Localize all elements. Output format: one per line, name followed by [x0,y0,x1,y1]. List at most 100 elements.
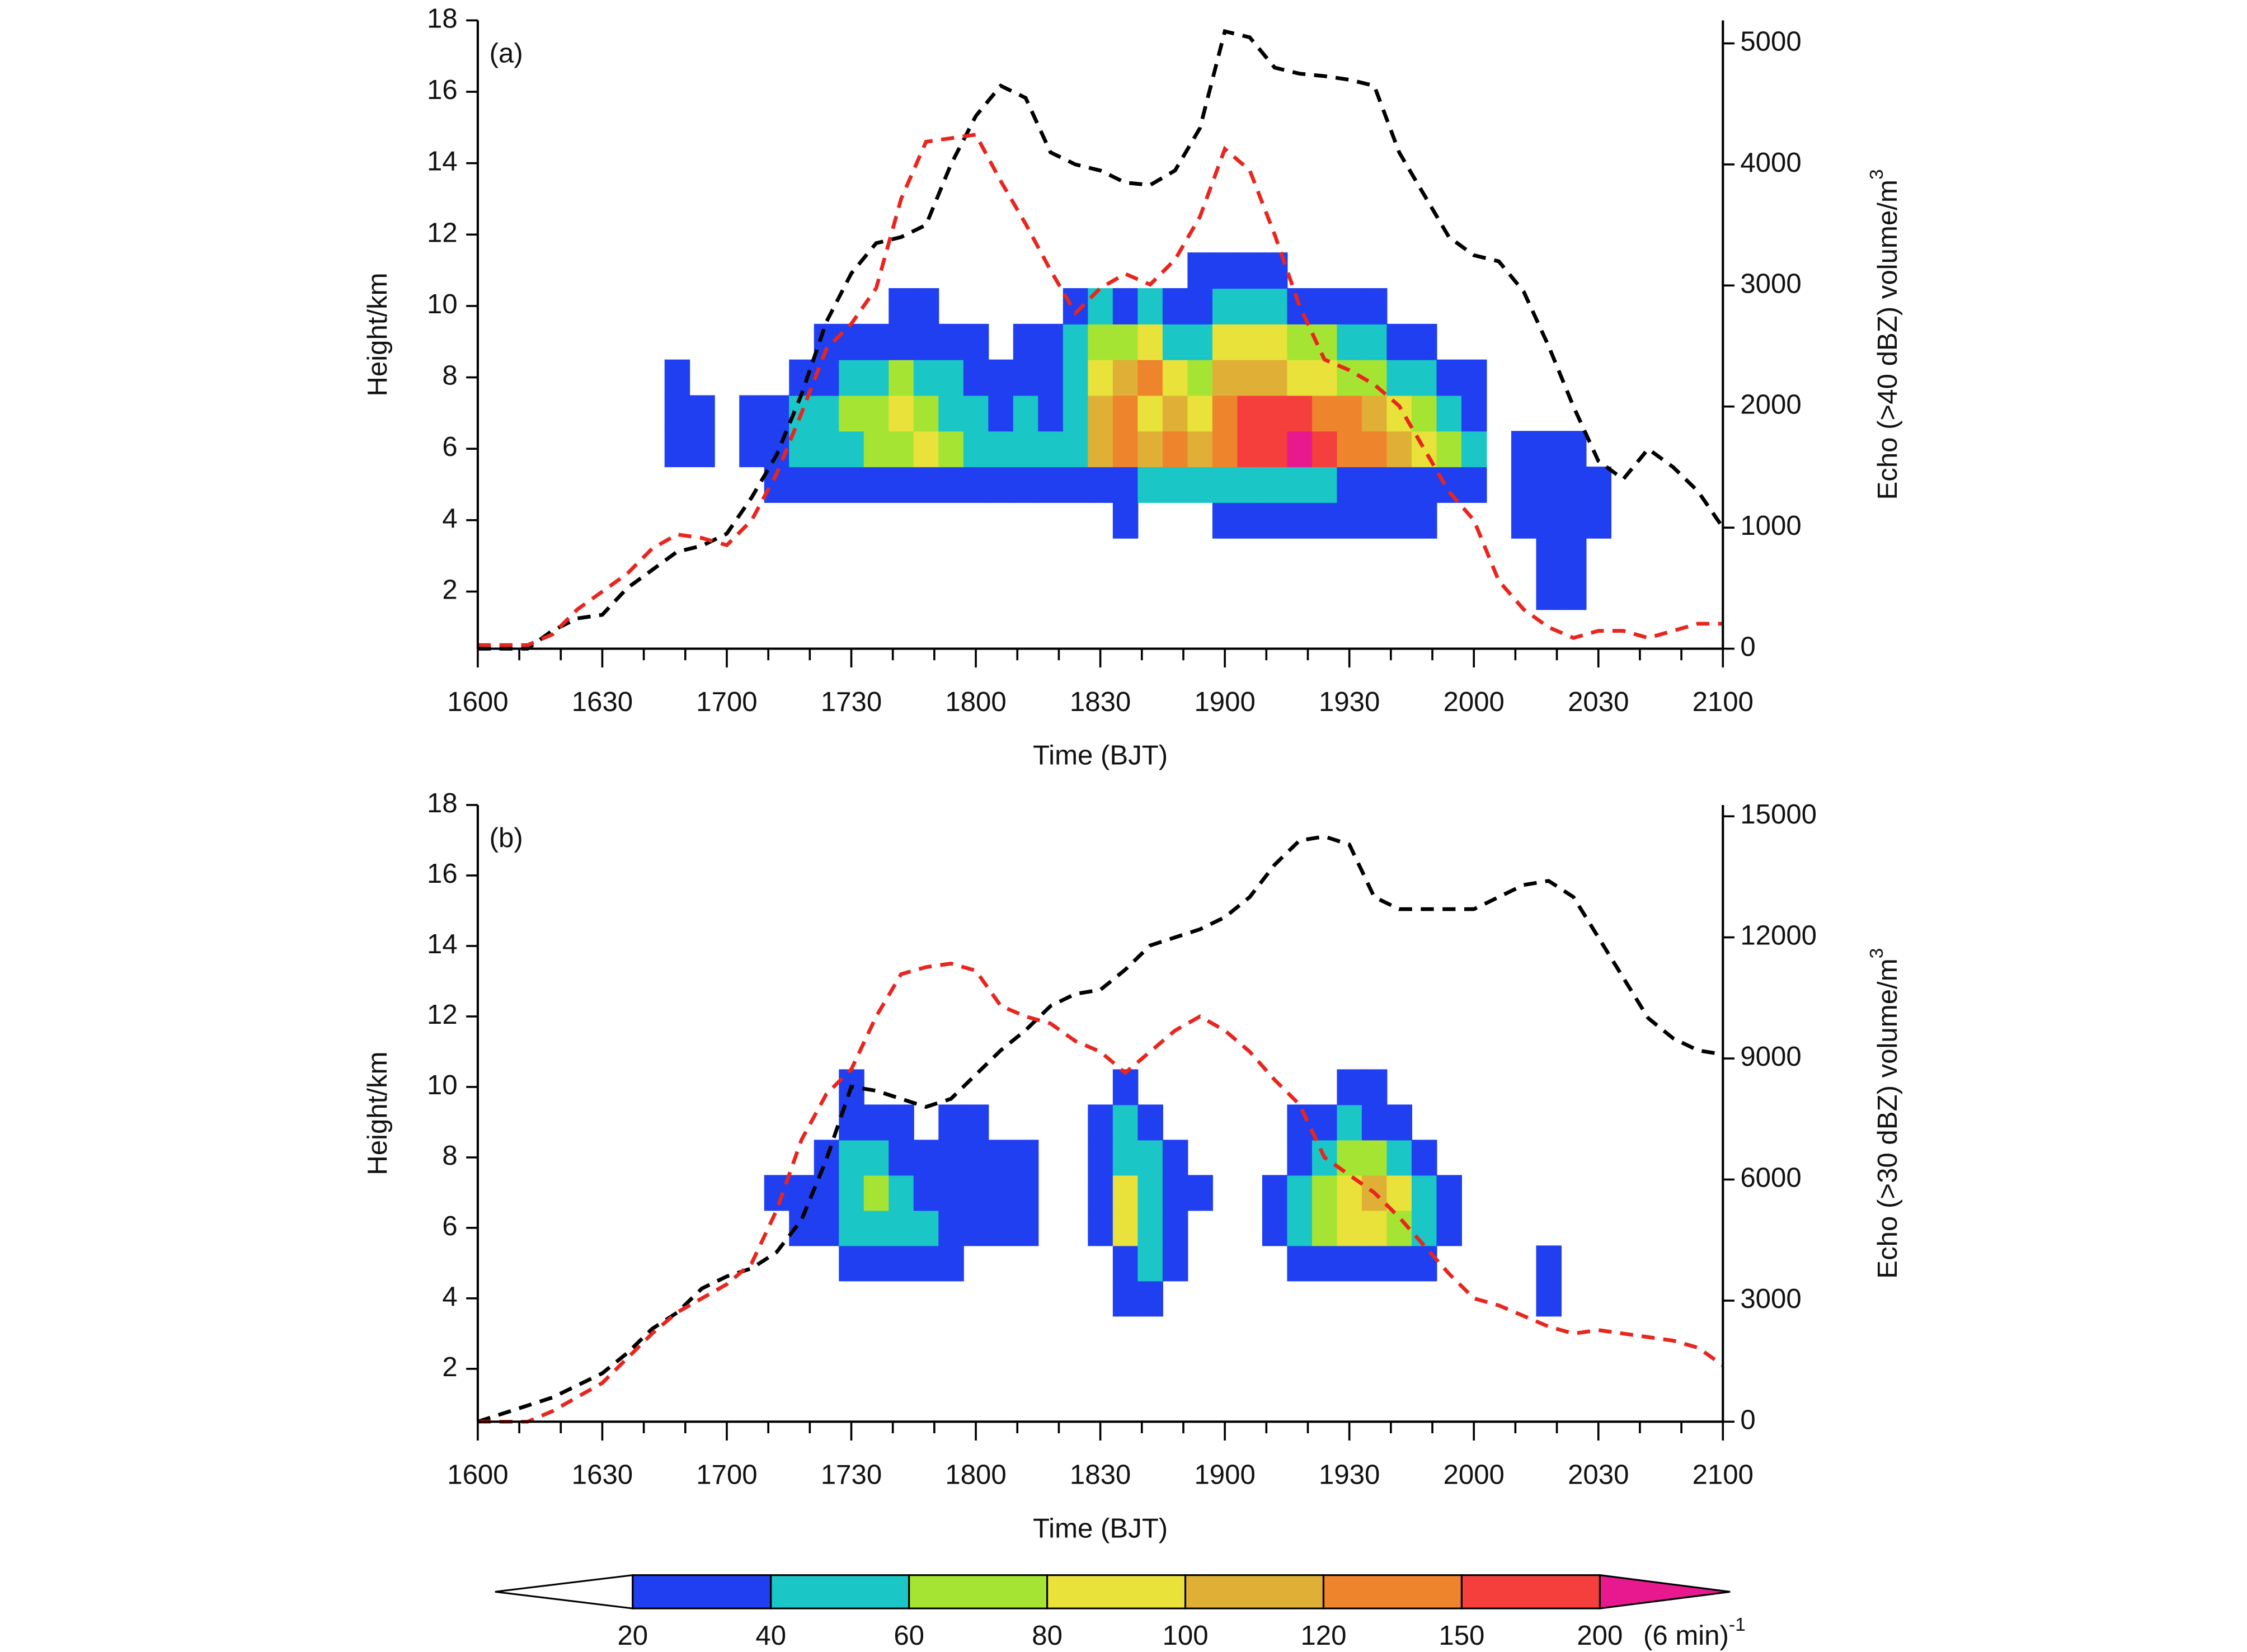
contour-cell [1262,395,1288,432]
contour-cell [1212,1104,1238,1140]
contour-cell [490,252,516,289]
contour-cell [515,574,541,610]
contour-cell [1212,323,1238,360]
colorbar-lower-triangle [495,1574,634,1609]
contour-cell [615,324,641,360]
contour-cell [863,1140,890,1176]
contour-cell [1262,1140,1288,1175]
contour-cell [1661,467,1686,503]
y2-axis-label: Echo (>30 dBZ) volume/m3 [1867,948,1903,1279]
contour-cell [1361,1210,1388,1246]
contour-cell [590,252,615,289]
y-tick-label: 6 [442,1211,457,1241]
contour-cell [1237,1245,1263,1281]
contour-cell [764,1281,790,1316]
contour-cell [913,323,939,360]
contour-cell [1536,324,1562,360]
contour-cell [988,467,1014,503]
contour-cell [665,1245,690,1281]
contour-cell [1212,359,1238,396]
contour-cell [1486,252,1512,289]
contour-cell [1611,395,1637,431]
contour-cell [1686,574,1712,610]
contour-cell [1611,1245,1637,1281]
contour-cell [1063,1140,1089,1175]
contour-cell [1063,502,1089,539]
contour-cell [1661,1140,1686,1175]
contour-cell [1262,1175,1288,1211]
y-axis-label: Height/km [362,272,393,396]
contour-cell [1486,1104,1512,1140]
contour-cell [1536,538,1562,575]
contour-cell [1486,1069,1512,1105]
x-tick-label: 2030 [1568,1460,1629,1490]
contour-cell [1112,1140,1139,1176]
contour-cell [714,252,740,289]
contour-cell [1212,1140,1238,1175]
contour-cell [1686,1210,1712,1246]
contour-cell [615,252,641,289]
contour-cell [1287,431,1313,468]
contour-cell [1536,467,1562,503]
contour-cell [988,502,1014,539]
contour-cell [1486,431,1512,467]
y-tick-label: 18 [427,788,458,818]
contour-cell [1262,538,1288,575]
contour-cell [1212,1245,1238,1281]
contour-cell [1412,1069,1437,1105]
contour-cell [938,1104,964,1141]
contour-cell [1212,1175,1238,1211]
contour-cell [640,467,665,503]
contour-cell [1560,431,1587,468]
contour-cell [640,1210,665,1246]
contour-cell [590,288,615,324]
contour-cell [963,1069,989,1105]
contour-cell [1262,1245,1288,1281]
contour-cell [1038,1210,1064,1246]
contour-cell [1561,1210,1587,1246]
contour-cell [1561,288,1587,324]
contour-cell [1362,1281,1388,1316]
contour-cell [1661,1210,1686,1246]
contour-cell [1636,288,1662,324]
contour-cell [714,395,740,431]
contour-cell [689,574,715,610]
contour-cell [1088,538,1113,575]
contour-cell [1088,1175,1113,1211]
contour-cell [963,395,989,432]
y2-axis-label-text: Echo (>30 dBZ) volume/m [1872,958,1903,1278]
contour-cell [1137,323,1163,360]
contour-cell [1536,395,1562,431]
y-tick-label: 10 [427,1070,458,1100]
contour-cell [665,502,690,539]
contour-cell [665,1104,690,1140]
contour-cell [1561,360,1587,396]
contour-cell [839,1210,864,1246]
colorbar-label: 200 [1577,1620,1623,1651]
contour-cell [814,538,840,575]
contour-cell [1686,252,1712,289]
contour-cell [1362,252,1388,289]
contour-cell [913,1140,939,1176]
contour-cell [1436,288,1462,324]
contour-cell [1312,252,1338,289]
contour-cell [1013,502,1039,539]
y-tick-label: 8 [442,1140,457,1171]
contour-cell [665,1069,690,1105]
x-tick-label: 1800 [945,686,1006,717]
contour-cell [889,1104,914,1141]
contour-cell [1386,1245,1412,1282]
contour-cell [540,538,566,575]
contour-cell [1088,574,1113,610]
contour-cell [1311,1245,1338,1282]
contour-cell [515,360,541,396]
y-tick-label: 12 [427,999,458,1030]
contour-cell [1311,1210,1338,1246]
contour-cell [1312,574,1338,610]
contour-cell [1560,573,1587,610]
contour-cell [1536,1069,1562,1105]
contour-cell [714,1069,740,1105]
contour-cell [590,1175,615,1211]
contour-cell [565,395,591,431]
contour-cell [1536,1104,1562,1140]
